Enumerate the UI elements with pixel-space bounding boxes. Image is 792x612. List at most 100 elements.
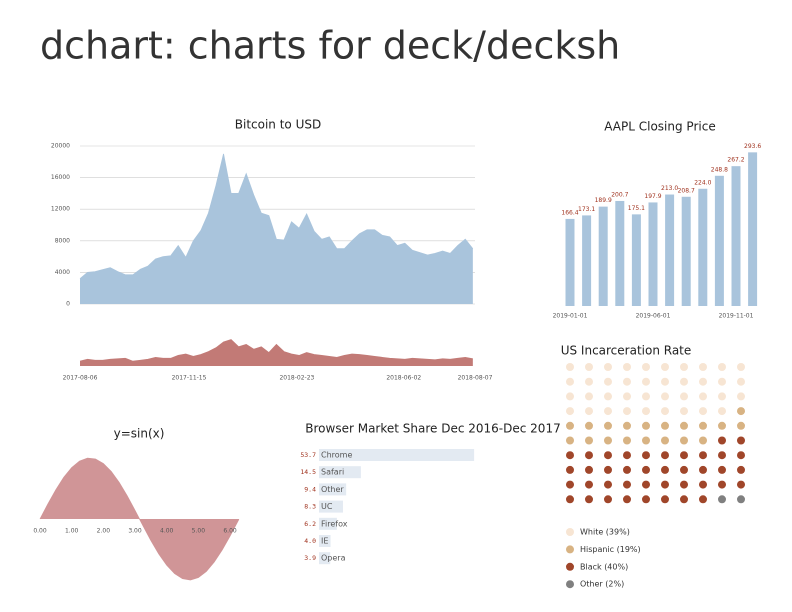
dot bbox=[661, 436, 669, 445]
dot bbox=[585, 377, 593, 386]
dot bbox=[737, 495, 745, 504]
dot bbox=[585, 421, 593, 430]
value-label: 6.2 bbox=[304, 520, 316, 528]
category-label: Chrome bbox=[321, 451, 352, 460]
dot bbox=[680, 480, 688, 489]
dot bbox=[585, 495, 593, 504]
legend-swatch bbox=[566, 562, 574, 571]
x-tick-label: 2018-08-07 bbox=[458, 375, 493, 382]
dot bbox=[661, 392, 669, 401]
dot bbox=[680, 392, 688, 401]
chart-title: y=sin(x) bbox=[114, 427, 165, 441]
dot bbox=[718, 436, 726, 445]
dot bbox=[661, 495, 669, 504]
dot bbox=[699, 377, 707, 386]
x-tick-label: 6.00 bbox=[223, 528, 237, 535]
dot bbox=[737, 363, 745, 371]
dot bbox=[680, 421, 688, 430]
dot bbox=[699, 421, 707, 430]
dot bbox=[661, 363, 669, 371]
dot bbox=[585, 392, 593, 401]
dot bbox=[604, 436, 612, 445]
dot bbox=[623, 377, 631, 386]
dot bbox=[718, 377, 726, 386]
dot bbox=[623, 363, 631, 371]
dot bbox=[680, 363, 688, 371]
value-label: 197.9 bbox=[644, 193, 661, 200]
dot bbox=[699, 407, 707, 416]
value-label: 189.9 bbox=[595, 197, 612, 204]
area bbox=[79, 153, 474, 280]
legend-label: Hispanic (19%) bbox=[580, 545, 641, 554]
area-fill bbox=[40, 458, 239, 580]
dot bbox=[623, 465, 631, 474]
y-tick-label: 12000 bbox=[51, 206, 70, 213]
dot bbox=[642, 392, 650, 401]
x-tick-label: 2018-02-23 bbox=[279, 375, 314, 382]
bar bbox=[582, 215, 592, 306]
x-tick-label: 2.00 bbox=[97, 528, 111, 535]
y-tick-label: 0 bbox=[66, 301, 70, 308]
dot bbox=[661, 421, 669, 430]
chart-title: Bitcoin to USD bbox=[235, 118, 321, 132]
bar bbox=[319, 449, 475, 461]
dot bbox=[642, 421, 650, 430]
category-label: IE bbox=[321, 537, 328, 546]
bar bbox=[615, 200, 625, 306]
dot bbox=[566, 465, 574, 474]
dot bbox=[566, 363, 574, 371]
dot bbox=[604, 480, 612, 489]
dot bbox=[680, 465, 688, 474]
area-fill bbox=[80, 153, 473, 304]
value-label: 166.4 bbox=[561, 209, 578, 216]
x-tick-label: 2017-08-06 bbox=[63, 375, 98, 382]
y-tick-label: 4000 bbox=[55, 269, 70, 276]
y-tick-label: 8000 bbox=[55, 237, 70, 244]
dot bbox=[623, 436, 631, 445]
dot bbox=[642, 436, 650, 445]
value-label: 213.0 bbox=[661, 185, 678, 192]
bar bbox=[731, 166, 741, 306]
dot bbox=[737, 451, 745, 460]
dot bbox=[604, 465, 612, 474]
category-label: Firefox bbox=[321, 519, 348, 528]
dot bbox=[661, 451, 669, 460]
dot bbox=[699, 451, 707, 460]
dot bbox=[718, 392, 726, 401]
dot bbox=[718, 451, 726, 460]
category-label: Opera bbox=[321, 554, 346, 563]
value-label: 293.6 bbox=[744, 143, 761, 150]
dot bbox=[718, 363, 726, 371]
dot bbox=[623, 480, 631, 489]
bar bbox=[714, 175, 724, 306]
dot bbox=[699, 495, 707, 504]
dot bbox=[699, 392, 707, 401]
dot bbox=[642, 407, 650, 416]
dot bbox=[623, 392, 631, 401]
legend-label: Other (2%) bbox=[580, 580, 624, 589]
value-label: 14.5 bbox=[300, 468, 316, 476]
dot bbox=[737, 436, 745, 445]
dot bbox=[699, 436, 707, 445]
dot bbox=[737, 465, 745, 474]
dot bbox=[718, 495, 726, 504]
bar bbox=[319, 535, 331, 547]
bar bbox=[665, 194, 675, 306]
page-title: dchart: charts for deck/decksh bbox=[40, 24, 620, 68]
dot bbox=[604, 407, 612, 416]
legend-swatch bbox=[566, 580, 574, 589]
volume-fill bbox=[80, 339, 473, 366]
dot bbox=[737, 392, 745, 401]
x-tick-label: 1.00 bbox=[65, 528, 79, 535]
legend-label: White (39%) bbox=[580, 528, 630, 537]
value-label: 8.3 bbox=[304, 503, 316, 511]
dot bbox=[585, 451, 593, 460]
dot bbox=[680, 377, 688, 386]
value-label: 224.0 bbox=[694, 179, 711, 186]
dot bbox=[585, 363, 593, 371]
bar bbox=[565, 218, 575, 306]
y-tick-label: 20000 bbox=[51, 143, 70, 150]
x-tick-label: 3.00 bbox=[128, 528, 142, 535]
value-label: 248.8 bbox=[711, 166, 728, 173]
